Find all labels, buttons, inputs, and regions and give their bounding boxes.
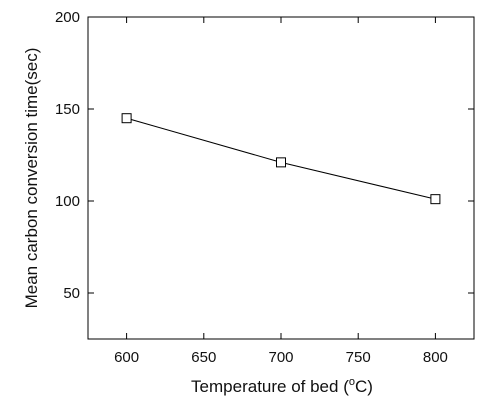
data-point-marker	[430, 194, 441, 205]
y-tick-label: 200	[55, 9, 80, 26]
x-tick-label: 750	[346, 349, 371, 366]
plot-frame	[87, 16, 475, 340]
x-tick-label: 650	[191, 349, 216, 366]
y-tick-label: 50	[63, 285, 80, 302]
x-axis-title: Temperature of bed (oC)	[191, 376, 373, 396]
x-tick-label: 700	[268, 349, 293, 366]
y-axis-title: Mean carbon conversion time(sec)	[22, 48, 41, 309]
x-axis-title-main: Temperature of bed (	[191, 377, 349, 396]
data-point-marker	[276, 157, 286, 168]
x-tick-label: 600	[114, 349, 139, 366]
y-tick-label: 100	[55, 193, 80, 210]
series-layer	[121, 113, 441, 205]
x-axis-title-unit: C)	[355, 377, 373, 396]
x-axis-title-superscript: o	[349, 376, 355, 388]
y-axis-ticks: 50 100 150 200	[55, 9, 474, 302]
y-tick-label: 150	[55, 101, 80, 118]
data-point-marker	[121, 113, 132, 124]
x-axis-ticks: 600 650 700 750 800	[114, 17, 448, 366]
x-tick-label: 800	[423, 349, 448, 366]
